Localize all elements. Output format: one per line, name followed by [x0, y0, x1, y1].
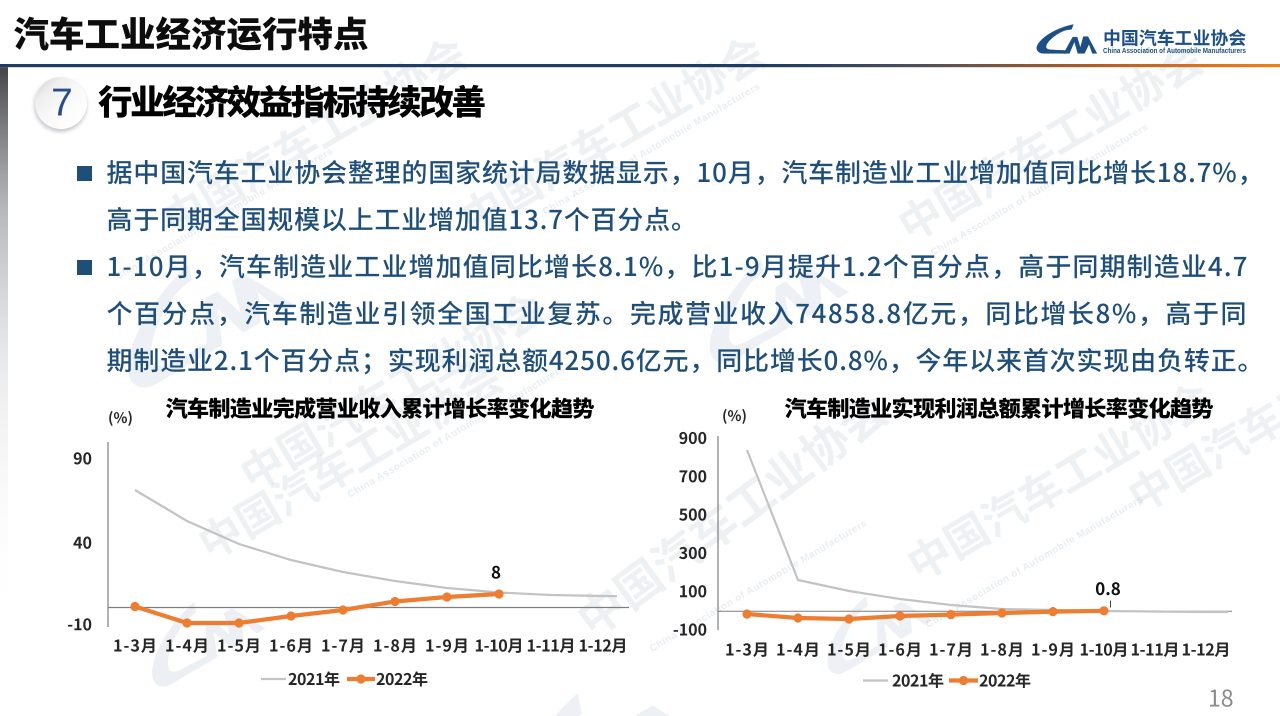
svg-text:China Association of Automobil: China Association of Automobile Manufact…: [1103, 46, 1246, 55]
svg-text:7: 7: [51, 82, 73, 125]
